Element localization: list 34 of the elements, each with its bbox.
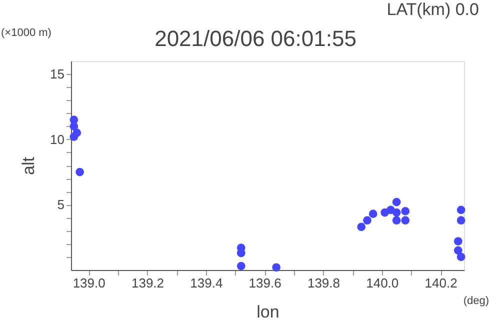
point	[392, 198, 401, 206]
x-tick-label: 140.2	[424, 276, 458, 290]
chart-title: 2021/06/06 06:01:55	[154, 26, 356, 51]
point	[456, 206, 466, 214]
point	[454, 237, 462, 246]
point	[401, 207, 410, 216]
point	[392, 208, 401, 217]
chart-subtitle: LAT(km) 0.0	[386, 0, 479, 19]
point	[363, 216, 372, 225]
x-tick-label: 139.0	[72, 276, 106, 290]
point	[368, 210, 378, 218]
point	[70, 122, 78, 130]
point	[357, 222, 366, 232]
point	[70, 132, 78, 141]
y-axis-title: alt	[19, 156, 38, 175]
point	[456, 252, 466, 262]
y-tick-label: 15	[50, 66, 64, 82]
point	[76, 168, 84, 176]
x-tick-label: 140.0	[366, 276, 399, 290]
x-tick-label: 139.6	[248, 276, 282, 290]
y-tick-label: 10	[50, 132, 64, 147]
point	[456, 216, 466, 225]
x-axis-title: lon	[256, 302, 280, 322]
text: (×1000 m)	[1, 27, 52, 39]
x-tick-label: 139.2	[131, 276, 164, 290]
y-tick-label: 5	[57, 197, 64, 212]
point	[272, 263, 280, 272]
point	[401, 216, 410, 225]
x-tick-label: 139.8	[307, 276, 340, 290]
point	[236, 262, 246, 270]
point	[454, 246, 462, 255]
point	[392, 216, 401, 225]
text: (deg)	[463, 295, 489, 307]
x-tick-label: 139.4	[190, 276, 223, 290]
